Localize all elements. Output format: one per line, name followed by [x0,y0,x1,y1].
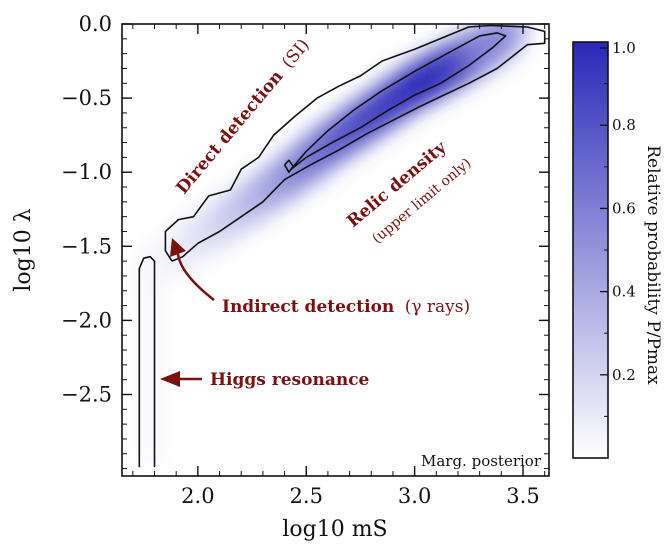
plot-frame [121,23,550,477]
contour-outer [164,24,546,262]
x-tick-label: 2.5 [290,484,323,508]
annotation-indirect-detection: Indirect detection (γ rays) [170,238,470,317]
x-axis: 2.0 2.5 3.0 3.5 [132,24,546,508]
higgs-resonance-arrowhead [160,371,180,387]
y-axis-title: log10 λ [11,208,36,291]
colorbar-tick-label: 0.2 [612,366,636,384]
x-axis-title: log10 mS [282,517,387,542]
x-tick-label: 3.0 [398,484,431,508]
indirect-detection-arrow [176,253,215,301]
posterior-heatmap [128,24,530,462]
colorbar-ticks: 0.2 0.4 0.6 0.8 1.0 [600,39,636,417]
colorbar-gradient [572,41,609,459]
contour-outer [138,255,156,468]
y-tick-label: −0.5 [61,86,112,110]
colorbar-tick-label: 0.6 [612,199,636,217]
annotation-marg-posterior: Marg. posterior [421,452,542,470]
y-tick-label: −2.5 [61,382,112,406]
colorbar-tick-label: 1.0 [612,39,636,57]
y-axis: 0.0 −0.5 −1.0 −1.5 −2.0 −2.5 [61,12,549,470]
colorbar-tick-label: 0.8 [612,116,636,134]
y-tick-label: −1.0 [61,160,112,184]
heatmap-higgs-region [143,261,162,462]
annotation-higgs-resonance: Higgs resonance [160,370,370,390]
x-tick-label: 3.5 [506,484,539,508]
indirect-detection-arrowhead [170,238,186,257]
y-tick-label: −1.5 [61,234,112,258]
colorbar: 0.2 0.4 0.6 0.8 1.0 Relative probability P/P… [572,39,663,459]
colorbar-tick-label: 0.4 [612,283,636,301]
annotation-indirect-detection-plain: (γ rays) [405,297,470,317]
y-tick-label: −2.0 [61,308,112,332]
annotation-higgs-resonance-bold: Higgs resonance [210,370,370,390]
heatmap-cell [469,24,530,66]
contour-inner-small [283,159,295,173]
svg-text:Indirect detection (γ ra: Indirect detection (γ rays) [222,297,470,317]
x-tick-label: 2.0 [181,484,214,508]
contour-inner [290,32,507,170]
annotation-indirect-detection-bold: Indirect detection [222,297,394,317]
colorbar-label: Relative probability P/Pmax [643,145,663,385]
contour-layer [138,24,546,468]
y-tick-label: 0.0 [79,12,112,36]
